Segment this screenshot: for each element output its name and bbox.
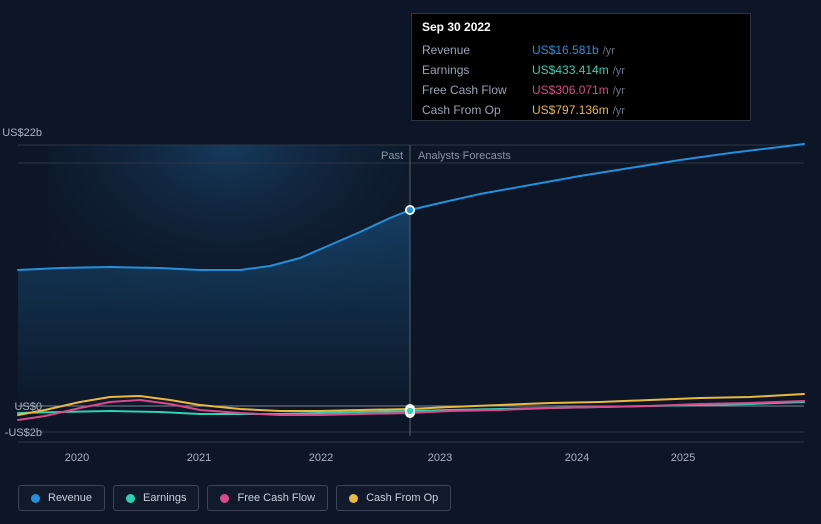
tooltip-value: US$306.071m — [532, 83, 609, 97]
chart-tooltip: Sep 30 2022 Revenue US$16.581b /yr Earni… — [411, 13, 751, 121]
legend-swatch — [220, 494, 229, 503]
tooltip-unit: /yr — [613, 85, 625, 97]
legend-item-earnings[interactable]: Earnings — [113, 485, 199, 511]
x-axis-label: 2020 — [65, 452, 89, 464]
legend-label: Revenue — [48, 492, 92, 504]
legend: Revenue Earnings Free Cash Flow Cash Fro… — [18, 485, 451, 511]
legend-swatch — [126, 494, 135, 503]
y-axis-label: -US$2b — [0, 427, 42, 439]
tooltip-value: US$797.136m — [532, 103, 609, 117]
x-axis-label: 2021 — [187, 452, 211, 464]
legend-item-revenue[interactable]: Revenue — [18, 485, 105, 511]
x-axis-label: 2022 — [309, 452, 333, 464]
financials-chart: Past Analysts Forecasts US$22b US$0 -US$… — [0, 0, 821, 524]
tooltip-unit: /yr — [613, 65, 625, 77]
tooltip-row: Cash From Op US$797.136m /yr — [412, 100, 750, 120]
tooltip-key: Free Cash Flow — [422, 83, 532, 97]
legend-swatch — [31, 494, 40, 503]
legend-item-cash-from-op[interactable]: Cash From Op — [336, 485, 451, 511]
x-axis-label: 2023 — [428, 452, 452, 464]
legend-swatch — [349, 494, 358, 503]
legend-label: Cash From Op — [366, 492, 438, 504]
tooltip-value: US$16.581b — [532, 43, 599, 57]
tooltip-key: Cash From Op — [422, 103, 532, 117]
legend-label: Earnings — [143, 492, 186, 504]
legend-item-free-cash-flow[interactable]: Free Cash Flow — [207, 485, 328, 511]
x-axis-label: 2024 — [565, 452, 589, 464]
tooltip-key: Earnings — [422, 63, 532, 77]
tooltip-value: US$433.414m — [532, 63, 609, 77]
x-axis-label: 2025 — [671, 452, 695, 464]
tooltip-row: Earnings US$433.414m /yr — [412, 60, 750, 80]
split-label-past: Past — [381, 150, 403, 162]
tooltip-row: Free Cash Flow US$306.071m /yr — [412, 80, 750, 100]
y-axis-label: US$22b — [0, 127, 42, 139]
split-label-future: Analysts Forecasts — [418, 150, 511, 162]
tooltip-unit: /yr — [603, 45, 615, 57]
tooltip-row: Revenue US$16.581b /yr — [412, 40, 750, 60]
tooltip-key: Revenue — [422, 43, 532, 57]
y-axis-label: US$0 — [0, 401, 42, 413]
tooltip-unit: /yr — [613, 105, 625, 117]
legend-label: Free Cash Flow — [237, 492, 315, 504]
tooltip-date: Sep 30 2022 — [412, 14, 750, 40]
